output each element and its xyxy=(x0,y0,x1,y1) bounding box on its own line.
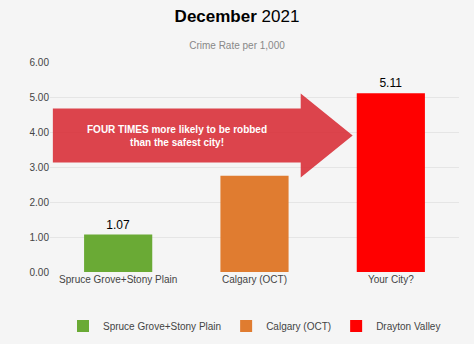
svg-text:Spruce Grove+Stony Plain: Spruce Grove+Stony Plain xyxy=(59,274,177,285)
svg-text:1.00: 1.00 xyxy=(30,232,50,243)
svg-text:Calgary (OCT): Calgary (OCT) xyxy=(222,274,287,285)
svg-text:Crime Rate per 1,000: Crime Rate per 1,000 xyxy=(189,40,285,51)
svg-text:5.11: 5.11 xyxy=(379,76,402,90)
svg-text:0.00: 0.00 xyxy=(30,267,50,278)
svg-text:2.00: 2.00 xyxy=(30,197,50,208)
svg-text:FOUR TIMES more likely to be r: FOUR TIMES more likely to be robbedthan … xyxy=(87,124,267,148)
svg-text:December 2021: December 2021 xyxy=(175,7,300,26)
svg-text:6.00: 6.00 xyxy=(30,57,50,68)
svg-text:5.00: 5.00 xyxy=(30,92,50,103)
svg-text:Spruce Grove+Stony Plain: Spruce Grove+Stony Plain xyxy=(103,321,221,332)
svg-text:1.07: 1.07 xyxy=(106,218,130,232)
svg-text:Your City?: Your City? xyxy=(368,274,414,285)
svg-text:Drayton Valley: Drayton Valley xyxy=(376,321,440,332)
svg-text:4.00: 4.00 xyxy=(30,127,50,138)
svg-text:3.00: 3.00 xyxy=(30,162,50,173)
svg-text:Calgary (OCT): Calgary (OCT) xyxy=(266,321,331,332)
